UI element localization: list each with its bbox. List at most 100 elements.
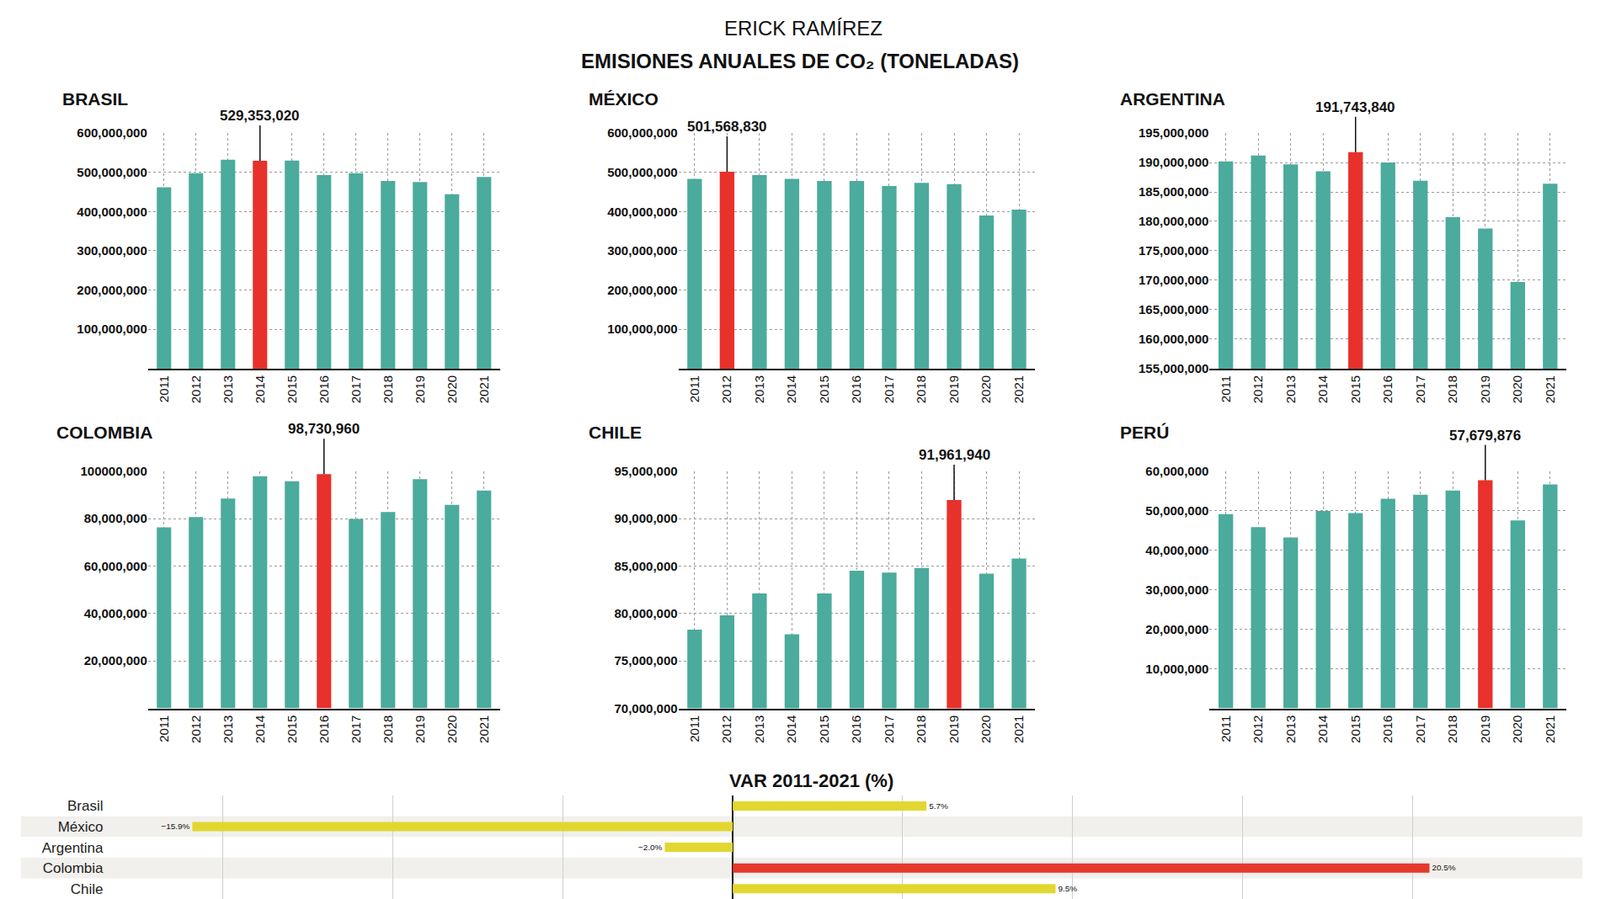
svg-text:2012: 2012 <box>188 375 203 404</box>
svg-text:2012: 2012 <box>1250 715 1265 744</box>
svg-text:2018: 2018 <box>913 715 928 744</box>
svg-text:2017: 2017 <box>881 375 896 404</box>
svg-text:2017: 2017 <box>881 715 896 744</box>
svg-text:2019: 2019 <box>1477 375 1493 404</box>
svg-text:2016: 2016 <box>848 715 864 744</box>
svg-text:60,000,000: 60,000,000 <box>1145 464 1209 479</box>
svg-text:Brasil: Brasil <box>67 798 104 815</box>
svg-text:180,000,000: 180,000,000 <box>1138 213 1209 229</box>
svg-text:2021: 2021 <box>1011 715 1026 744</box>
svg-text:160,000,000: 160,000,000 <box>1138 331 1209 347</box>
svg-text:2020: 2020 <box>444 715 459 744</box>
svg-text:2014: 2014 <box>252 375 267 404</box>
svg-text:2011: 2011 <box>687 715 702 743</box>
svg-text:2012: 2012 <box>719 375 734 404</box>
svg-text:2014: 2014 <box>252 715 267 744</box>
svg-text:2015: 2015 <box>816 375 832 404</box>
svg-text:BRASIL: BRASIL <box>62 89 128 109</box>
svg-text:95,000,000: 95,000,000 <box>614 464 678 479</box>
svg-text:2017: 2017 <box>348 375 363 404</box>
svg-text:2018: 2018 <box>380 375 395 404</box>
svg-text:185,000,000: 185,000,000 <box>1138 184 1209 199</box>
svg-text:20,000,000: 20,000,000 <box>1145 622 1209 637</box>
svg-text:80,000,000: 80,000,000 <box>84 511 148 526</box>
svg-text:2020: 2020 <box>978 715 993 744</box>
svg-text:Argentina: Argentina <box>42 840 104 857</box>
svg-text:10,000,000: 10,000,000 <box>1145 661 1209 677</box>
svg-text:70,000,000: 70,000,000 <box>614 701 678 716</box>
svg-text:90,000,000: 90,000,000 <box>614 511 678 526</box>
svg-text:2013: 2013 <box>220 715 235 744</box>
svg-text:2021: 2021 <box>476 715 491 744</box>
svg-text:2015: 2015 <box>284 715 299 744</box>
svg-text:2020: 2020 <box>1509 375 1525 404</box>
svg-text:2018: 2018 <box>1445 375 1460 404</box>
svg-text:2011: 2011 <box>687 375 702 403</box>
svg-text:300,000,000: 300,000,000 <box>607 243 678 258</box>
svg-text:2015: 2015 <box>1348 375 1363 404</box>
svg-text:2017: 2017 <box>348 715 363 744</box>
svg-text:170,000,000: 170,000,000 <box>1138 272 1209 288</box>
svg-text:2021: 2021 <box>476 375 491 404</box>
svg-text:2016: 2016 <box>1380 715 1395 744</box>
svg-text:ERICK RAMÍREZ: ERICK RAMÍREZ <box>724 16 883 40</box>
svg-text:9.5%: 9.5% <box>1058 884 1078 894</box>
svg-text:2019: 2019 <box>946 375 961 404</box>
svg-text:2016: 2016 <box>316 375 331 404</box>
svg-text:2012: 2012 <box>1250 375 1265 404</box>
svg-text:2021: 2021 <box>1011 375 1026 404</box>
svg-text:COLOMBIA: COLOMBIA <box>56 422 153 443</box>
svg-text:2015: 2015 <box>816 715 832 744</box>
svg-text:2019: 2019 <box>946 715 961 744</box>
svg-text:−2.0%: −2.0% <box>638 842 663 853</box>
svg-text:600,000,000: 600,000,000 <box>76 125 147 140</box>
svg-text:2014: 2014 <box>1315 375 1330 404</box>
svg-text:VAR 2011-2021 (%): VAR 2011-2021 (%) <box>729 770 894 792</box>
svg-text:2013: 2013 <box>220 375 235 404</box>
svg-text:300,000,000: 300,000,000 <box>76 243 147 258</box>
svg-text:2017: 2017 <box>1413 715 1428 744</box>
svg-text:400,000,000: 400,000,000 <box>76 204 147 219</box>
svg-text:2021: 2021 <box>1542 715 1558 744</box>
svg-text:2013: 2013 <box>1283 375 1298 404</box>
svg-text:2011: 2011 <box>1218 375 1233 403</box>
svg-text:165,000,000: 165,000,000 <box>1138 302 1209 317</box>
svg-text:2015: 2015 <box>284 375 299 404</box>
svg-text:200,000,000: 200,000,000 <box>607 282 678 298</box>
svg-text:501,568,830: 501,568,830 <box>687 118 768 135</box>
svg-text:2020: 2020 <box>978 375 993 404</box>
svg-text:2021: 2021 <box>1542 375 1558 404</box>
svg-text:2020: 2020 <box>444 375 459 404</box>
svg-text:30,000,000: 30,000,000 <box>1145 582 1209 598</box>
svg-text:2016: 2016 <box>316 715 331 744</box>
svg-text:CHILE: CHILE <box>588 422 642 443</box>
svg-text:529,353,020: 529,353,020 <box>219 107 300 124</box>
svg-text:40,000,000: 40,000,000 <box>1145 543 1209 558</box>
svg-text:Colombia: Colombia <box>42 860 104 877</box>
svg-text:2019: 2019 <box>412 715 427 744</box>
svg-text:2012: 2012 <box>719 715 734 744</box>
svg-text:500,000,000: 500,000,000 <box>76 165 147 180</box>
svg-text:400,000,000: 400,000,000 <box>607 204 678 219</box>
svg-text:2014: 2014 <box>1315 715 1330 744</box>
svg-text:2011: 2011 <box>156 715 171 743</box>
svg-text:190,000,000: 190,000,000 <box>1138 154 1209 170</box>
svg-text:100000,000: 100000,000 <box>80 464 148 479</box>
svg-text:98,730,960: 98,730,960 <box>288 421 360 438</box>
svg-text:500,000,000: 500,000,000 <box>607 165 678 180</box>
svg-text:2013: 2013 <box>1283 715 1298 744</box>
svg-text:2014: 2014 <box>784 715 799 744</box>
svg-text:80,000,000: 80,000,000 <box>614 606 678 621</box>
svg-text:2019: 2019 <box>412 375 427 404</box>
svg-text:57,679,876: 57,679,876 <box>1449 427 1521 444</box>
svg-text:191,743,840: 191,743,840 <box>1315 99 1396 116</box>
svg-text:155,000,000: 155,000,000 <box>1138 361 1209 376</box>
svg-text:2014: 2014 <box>784 375 799 404</box>
svg-text:2013: 2013 <box>752 715 767 744</box>
svg-text:2016: 2016 <box>1380 375 1395 404</box>
svg-text:2015: 2015 <box>1348 715 1363 744</box>
svg-text:2019: 2019 <box>1477 715 1493 744</box>
svg-text:2016: 2016 <box>848 375 864 404</box>
svg-text:2011: 2011 <box>156 375 171 403</box>
svg-text:75,000,000: 75,000,000 <box>614 653 678 668</box>
